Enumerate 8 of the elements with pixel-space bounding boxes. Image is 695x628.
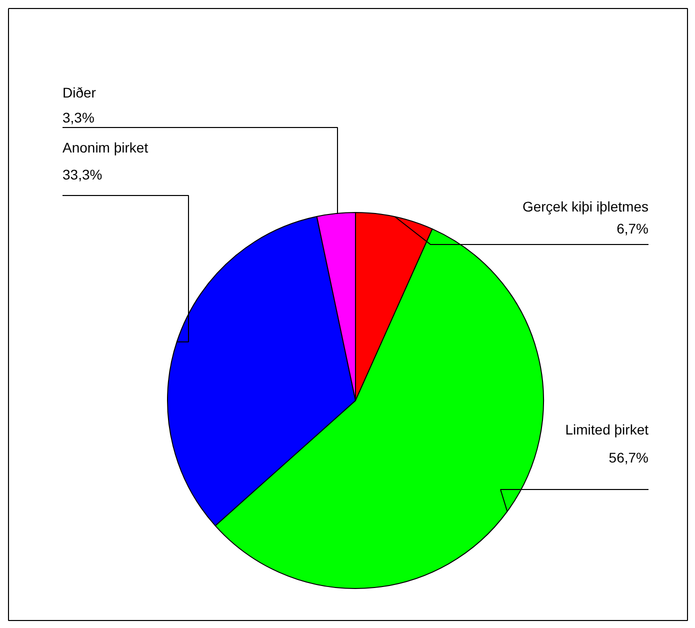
data-label: 6,7%	[616, 220, 649, 236]
data-label: 56,7%	[608, 450, 649, 466]
slice-label: Limited þirket	[565, 422, 649, 438]
data-label: 33,3%	[62, 166, 102, 182]
slice-label: Anonim þirket	[62, 140, 148, 156]
slice-label: Gerçek kiþi iþletmes	[522, 198, 649, 214]
slice-label: Diðer	[62, 84, 96, 100]
data-label: 3,3%	[62, 110, 94, 126]
